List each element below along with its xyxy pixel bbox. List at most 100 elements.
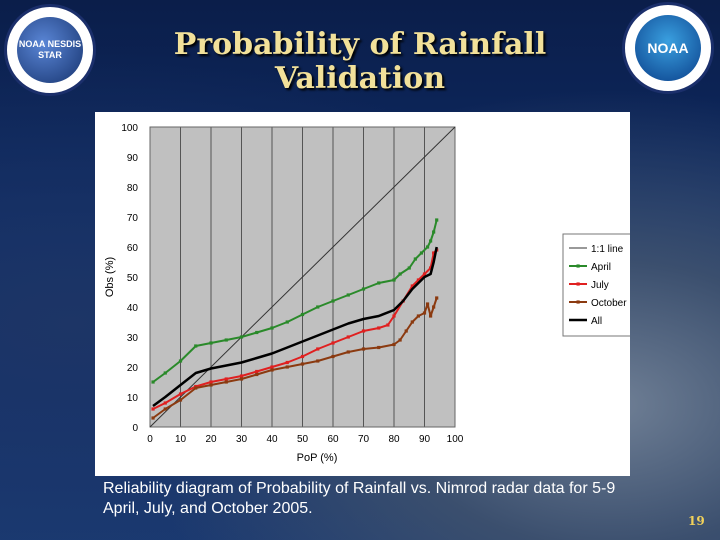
slide-caption: Reliability diagram of Probability of Ra… <box>103 480 616 517</box>
data-point-april <box>163 371 167 375</box>
y-tick-label: 60 <box>127 243 139 254</box>
data-point-october <box>285 365 289 369</box>
data-point-october <box>194 386 198 390</box>
data-point-july <box>178 392 183 396</box>
y-tick-label: 80 <box>127 183 139 194</box>
legend-marker-april <box>576 264 580 268</box>
data-point-october <box>163 407 167 411</box>
plot-border <box>149 126 456 428</box>
reliability-chart: 0 10 20 30 40 50 60 70 80 90 100 0 10 20 30 40 50 60 70 80 9… <box>104 123 642 464</box>
y-tick-label: 90 <box>127 153 139 164</box>
data-point-april <box>178 359 183 363</box>
data-point-april <box>429 239 433 243</box>
data-point-april <box>151 380 155 384</box>
left-logo-text: NOAA NESDIS STAR <box>18 39 82 60</box>
legend-marker-july <box>576 282 580 286</box>
data-point-april <box>419 251 424 255</box>
data-point-october <box>410 320 414 324</box>
data-point-october <box>404 329 408 333</box>
data-point-april <box>392 278 396 282</box>
data-point-april <box>425 245 430 249</box>
data-point-october <box>239 377 244 381</box>
data-point-april <box>331 299 335 303</box>
x-tick-label: 100 <box>447 434 464 445</box>
data-point-july <box>422 272 427 276</box>
series-line-1-1-line <box>149 126 456 428</box>
legend-label-all: All <box>591 316 602 327</box>
y-tick-label: 20 <box>127 363 139 374</box>
title-line-1: Probability of Rainfall <box>173 27 547 62</box>
data-point-october <box>398 338 402 342</box>
data-point-july <box>331 341 335 345</box>
y-tick-label: 50 <box>127 273 139 284</box>
chart-panel: 0 10 20 30 40 50 60 70 80 90 100 0 10 20 30 40 50 60 70 80 9… <box>95 112 642 476</box>
data-point-october <box>270 368 274 372</box>
data-point-october <box>392 342 396 347</box>
data-point-april <box>255 330 259 335</box>
data-point-july <box>285 360 289 365</box>
legend-marker-october <box>576 300 580 304</box>
data-point-july <box>361 329 366 333</box>
data-point-july <box>151 407 155 411</box>
x-tick-label: 0 <box>147 434 153 445</box>
data-point-july <box>416 278 420 282</box>
y-tick-label: 0 <box>132 423 138 434</box>
noaa-bird-icon: NOAA <box>635 15 701 81</box>
data-point-october <box>300 362 305 366</box>
x-tick-label: 10 <box>175 434 187 445</box>
x-tick-label: 80 <box>388 434 400 445</box>
y-tick-label: 100 <box>121 123 138 134</box>
data-point-july <box>346 335 350 339</box>
nesdis-star-logo: NOAA NESDIS STAR <box>4 4 96 96</box>
data-point-april <box>194 344 198 348</box>
data-point-april <box>398 272 402 276</box>
right-logo-text: NOAA <box>647 40 689 56</box>
data-point-october <box>255 372 259 377</box>
satellite-emblem-icon: NOAA NESDIS STAR <box>17 17 83 83</box>
y-tick-label: 40 <box>127 303 139 314</box>
data-point-april <box>407 266 411 270</box>
data-point-july <box>377 326 381 330</box>
data-point-april <box>270 326 274 330</box>
data-point-july <box>316 347 320 351</box>
y-tick-label: 10 <box>127 393 139 404</box>
slide-title: Probability of Rainfall Validation <box>120 28 600 96</box>
data-point-july <box>270 365 274 369</box>
data-point-october <box>361 347 366 351</box>
data-point-october <box>422 311 427 315</box>
data-point-july <box>432 251 436 255</box>
data-point-july <box>392 314 396 318</box>
y-tick-label: 30 <box>127 333 139 344</box>
data-point-october <box>209 383 213 387</box>
data-point-october <box>377 345 381 350</box>
data-point-october <box>429 314 433 318</box>
legend-label-april: April <box>591 262 611 273</box>
x-tick-label: 70 <box>358 434 370 445</box>
data-point-july <box>209 380 213 384</box>
data-point-october <box>435 296 439 300</box>
data-point-april <box>285 320 289 324</box>
title-line-2: Validation <box>274 61 446 96</box>
data-point-july <box>255 369 259 374</box>
data-point-april <box>316 305 320 309</box>
data-point-october <box>432 305 436 309</box>
legend-label-july: July <box>591 280 609 291</box>
data-point-july <box>239 374 244 378</box>
data-point-april <box>224 338 228 342</box>
x-tick-label: 40 <box>266 434 278 445</box>
data-point-october <box>316 359 320 363</box>
data-point-october <box>331 354 335 359</box>
page-number: 19 <box>688 514 705 528</box>
data-point-april <box>361 287 366 291</box>
data-point-april <box>432 230 436 234</box>
data-point-april <box>300 312 305 317</box>
data-point-july <box>410 284 414 288</box>
x-axis-label: PoP (%) <box>297 452 338 464</box>
data-point-july <box>386 323 390 327</box>
x-tick-label: 50 <box>297 434 309 445</box>
x-tick-label: 20 <box>205 434 217 445</box>
legend-label-1-1-line: 1:1 line <box>591 244 624 255</box>
data-point-april <box>346 293 350 297</box>
data-point-july <box>163 401 167 405</box>
data-point-april <box>435 218 439 222</box>
